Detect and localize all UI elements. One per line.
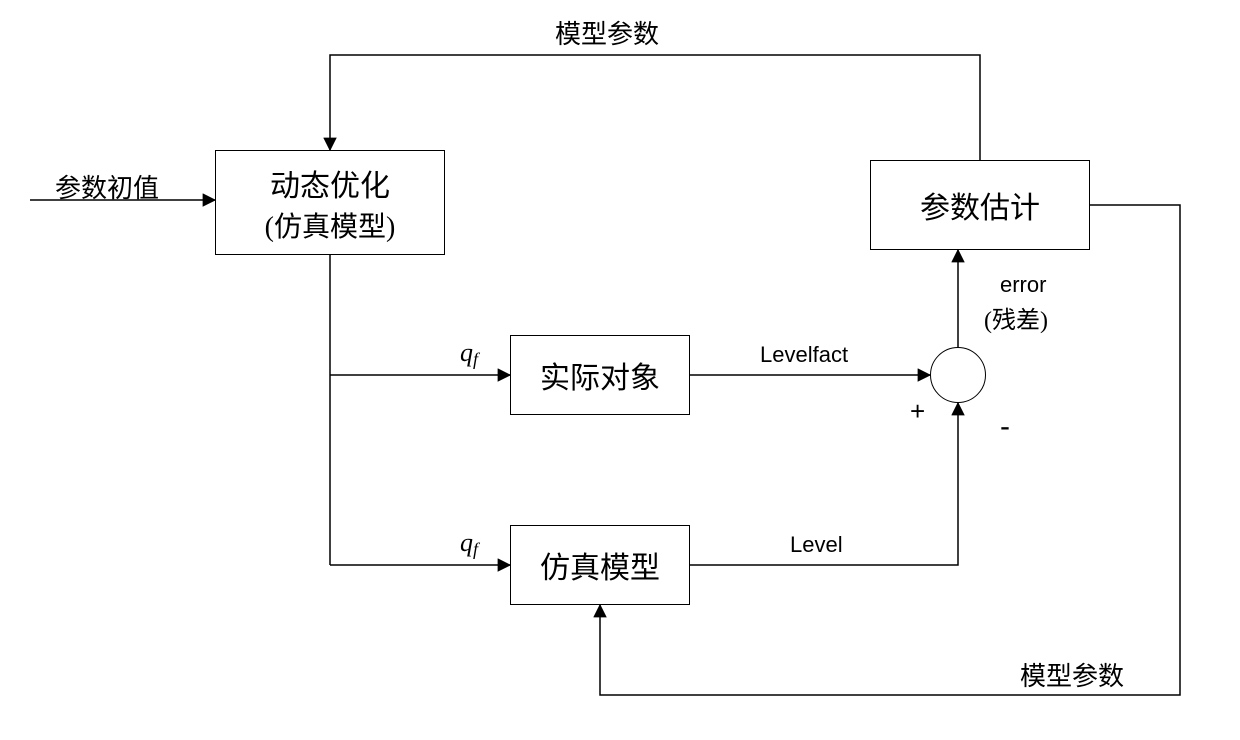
node-actual-object: 实际对象 <box>510 335 690 415</box>
edge-top-feedback <box>330 55 980 160</box>
label-qf-bottom: qf <box>460 528 478 560</box>
label-minus: - <box>1000 410 1010 444</box>
label-level: Level <box>790 532 843 558</box>
node-sim-model: 仿真模型 <box>510 525 690 605</box>
label-plus: + <box>910 396 925 427</box>
node-dynamic-opt-line2: (仿真模型) <box>265 205 396 245</box>
label-top-feedback: 模型参数 <box>555 14 659 51</box>
label-qf-top: qf <box>460 338 478 370</box>
node-param-est: 参数估计 <box>870 160 1090 250</box>
label-error-cn: (残差) <box>984 300 1048 335</box>
sum-junction <box>930 347 986 403</box>
edge-bottom-feedback <box>600 205 1180 695</box>
label-bottom-feedback: 模型参数 <box>1020 656 1124 693</box>
label-levelfact: Levelfact <box>760 342 848 368</box>
label-error-en: error <box>1000 272 1046 298</box>
input-label: 参数初值 <box>55 168 159 205</box>
node-dynamic-opt-line1: 动态优化 <box>270 161 390 205</box>
node-dynamic-opt: 动态优化 (仿真模型) <box>215 150 445 255</box>
